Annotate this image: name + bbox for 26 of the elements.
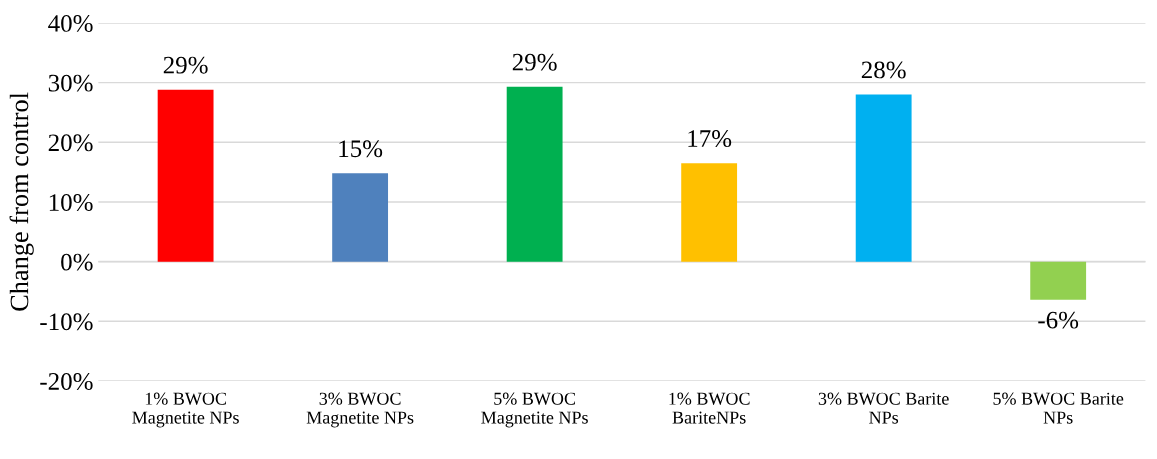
x-tick-label: 1% BWOC BariteNPs xyxy=(669,392,750,424)
data-label: 28% xyxy=(861,61,906,79)
bar xyxy=(506,86,563,262)
bar xyxy=(332,173,389,262)
x-tick-label: 5% BWOC Magnetite NPs xyxy=(481,392,588,428)
y-tick-label: -10% xyxy=(40,313,93,331)
bar xyxy=(681,163,738,262)
bar xyxy=(1030,261,1087,300)
data-label: 17% xyxy=(688,130,732,148)
x-tick-label: 3% BWOC Barite NPs xyxy=(818,392,949,424)
bar xyxy=(157,89,214,262)
y-tick-label: 40% xyxy=(48,15,93,32)
y-tick-label: 10% xyxy=(49,194,93,211)
data-label: 29% xyxy=(512,53,557,71)
data-label: 29% xyxy=(163,56,208,74)
y-tick-label: -20% xyxy=(40,373,93,390)
x-tick-label: 5% BWOC Barite NPs xyxy=(993,392,1124,424)
data-label: -6% xyxy=(1038,311,1079,329)
y-tick-label: 30% xyxy=(48,74,93,92)
x-tick-label: 1% BWOC Magnetite NPs xyxy=(132,392,239,428)
y-tick-label: 0% xyxy=(61,253,93,271)
y-axis-title: Change from control xyxy=(9,92,34,311)
x-tick-label: 3% BWOC Magnetite NPs xyxy=(306,392,414,428)
bar xyxy=(855,94,912,262)
data-label: 15% xyxy=(339,140,383,158)
y-tick-label: 20% xyxy=(48,134,93,152)
